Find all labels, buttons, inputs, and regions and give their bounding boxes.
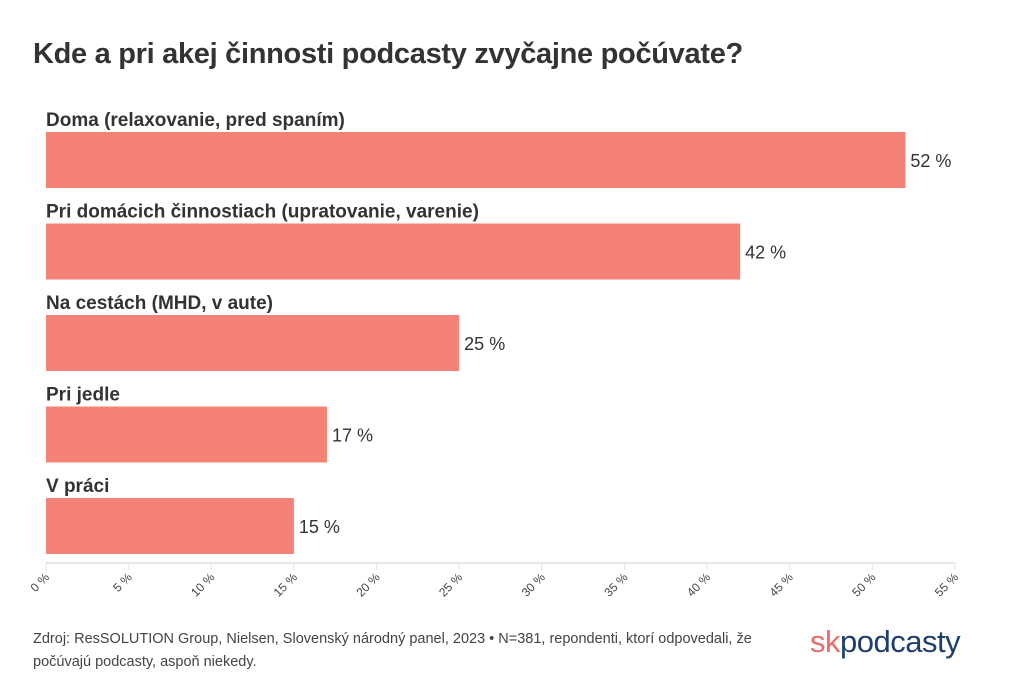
logo-sk: sk xyxy=(810,624,841,659)
chart-title: Kde a pri akej činnosti podcasty zvyčajn… xyxy=(33,38,743,70)
bar xyxy=(46,132,906,188)
x-tick-label: 5 % xyxy=(110,570,135,595)
category-label: V práci xyxy=(46,476,109,497)
x-tick-label: 20 % xyxy=(353,570,382,599)
value-label: 15 % xyxy=(299,517,340,537)
logo-podcasty: podcasty xyxy=(840,624,961,659)
x-tick-label: 30 % xyxy=(519,570,548,599)
value-label: 52 % xyxy=(910,151,951,171)
value-label: 25 % xyxy=(464,334,505,354)
bar-chart: Doma (relaxovanie, pred spaním) 52 % Pri d… xyxy=(28,110,962,599)
x-tick-label: 50 % xyxy=(849,570,878,599)
x-tick-label: 25 % xyxy=(436,570,465,599)
category-label: Pri domácich činnostiach (upratovanie, v… xyxy=(46,202,479,223)
category-label: Na cestách (MHD, v aute) xyxy=(46,293,273,314)
x-tick-label: 15 % xyxy=(271,570,300,599)
bar xyxy=(46,315,460,371)
x-tick-label: 35 % xyxy=(601,570,630,599)
category-label: Doma (relaxovanie, pred spaním) xyxy=(46,110,345,131)
x-tick-label: 10 % xyxy=(188,570,217,599)
source-note: Zdroj: ResSOLUTION Group, Nielsen, Slove… xyxy=(33,631,752,670)
category-label: Pri jedle xyxy=(46,385,120,406)
x-tick-label: 55 % xyxy=(932,570,961,599)
value-label: 17 % xyxy=(332,426,373,446)
bar xyxy=(46,498,294,554)
x-tick-label: 45 % xyxy=(767,570,796,599)
value-label: 42 % xyxy=(745,243,786,263)
skpodcasty-logo: skpodcasty xyxy=(810,624,961,660)
bar xyxy=(46,223,741,280)
x-tick-label: 0 % xyxy=(28,570,53,595)
x-tick-label: 40 % xyxy=(684,570,713,599)
bar xyxy=(46,406,327,463)
